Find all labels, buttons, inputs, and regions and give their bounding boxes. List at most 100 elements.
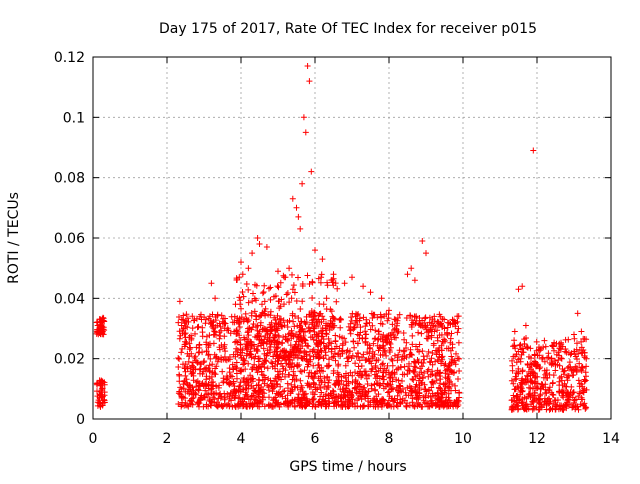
data-point — [189, 325, 196, 332]
data-point — [273, 327, 280, 334]
data-point — [295, 274, 301, 281]
data-point — [250, 290, 256, 297]
data-point — [190, 366, 197, 373]
data-point — [369, 348, 376, 355]
data-point — [567, 364, 574, 371]
data-point — [237, 367, 244, 374]
data-point — [567, 389, 574, 396]
data-point — [391, 371, 398, 378]
data-point — [190, 372, 197, 379]
data-point — [578, 344, 585, 351]
data-point — [380, 360, 386, 367]
data-point — [410, 377, 417, 383]
data-point — [99, 391, 106, 398]
data-point — [181, 378, 188, 385]
data-point — [246, 350, 253, 357]
data-point — [398, 388, 405, 395]
data-point — [361, 368, 368, 375]
data-point — [226, 402, 233, 409]
data-point — [303, 402, 310, 409]
data-point — [353, 389, 360, 396]
data-point — [320, 368, 326, 375]
data-point — [527, 394, 534, 401]
data-point — [419, 374, 426, 380]
data-point — [251, 355, 258, 362]
data-point — [362, 388, 369, 395]
data-point — [262, 332, 269, 339]
data-point — [245, 286, 252, 293]
data-point — [298, 354, 305, 361]
data-point — [418, 369, 425, 376]
data-point — [583, 363, 590, 370]
data-point — [245, 265, 252, 272]
data-point — [286, 371, 293, 378]
data-point — [186, 340, 193, 347]
data-point — [581, 376, 588, 383]
data-point — [377, 352, 384, 359]
data-point — [313, 323, 320, 330]
data-point — [329, 320, 336, 327]
data-point — [511, 342, 518, 349]
data-point — [429, 379, 436, 386]
data-point — [267, 324, 274, 330]
data-point — [408, 385, 415, 392]
data-point — [267, 312, 274, 319]
data-point — [311, 309, 318, 316]
data-point — [556, 382, 563, 389]
data-point — [253, 282, 260, 289]
data-point — [583, 404, 590, 411]
data-point — [233, 370, 240, 377]
data-point — [384, 317, 391, 324]
data-point — [212, 371, 219, 378]
data-point — [266, 285, 272, 292]
data-point — [564, 365, 571, 371]
data-point — [512, 353, 519, 360]
data-point — [318, 339, 325, 345]
data-point — [452, 320, 458, 327]
data-point — [229, 392, 236, 399]
data-point — [318, 389, 325, 396]
data-point — [531, 390, 538, 396]
data-point — [348, 355, 355, 362]
data-point — [289, 312, 296, 319]
data-point — [545, 400, 552, 407]
data-point — [381, 376, 387, 383]
data-point — [442, 401, 448, 408]
data-point — [549, 379, 556, 386]
data-point — [441, 362, 448, 369]
data-point — [264, 326, 271, 333]
data-point — [533, 338, 540, 345]
data-point — [393, 402, 400, 409]
data-point — [250, 321, 257, 327]
data-point — [563, 374, 570, 381]
data-point — [282, 355, 289, 362]
data-point — [388, 356, 395, 363]
data-point — [304, 397, 311, 404]
data-point — [241, 360, 248, 367]
data-point — [362, 328, 369, 335]
data-point — [384, 333, 391, 340]
data-point — [265, 401, 272, 408]
data-point — [537, 347, 544, 354]
data-point — [254, 333, 261, 339]
data-point — [292, 343, 299, 350]
data-point — [413, 343, 419, 350]
data-point — [439, 338, 446, 345]
data-point — [384, 402, 391, 409]
data-point — [100, 331, 107, 338]
data-point — [448, 353, 455, 360]
data-point — [443, 345, 450, 352]
data-point — [420, 394, 427, 401]
data-point — [357, 403, 364, 410]
data-point — [550, 372, 557, 379]
data-point — [517, 341, 524, 348]
data-point — [522, 405, 529, 412]
data-point — [372, 364, 379, 371]
data-point — [357, 392, 364, 399]
data-point — [240, 377, 247, 383]
data-point — [195, 323, 202, 330]
data-point — [428, 384, 435, 391]
data-point — [189, 401, 196, 408]
data-point — [318, 348, 325, 354]
data-point — [245, 338, 252, 345]
